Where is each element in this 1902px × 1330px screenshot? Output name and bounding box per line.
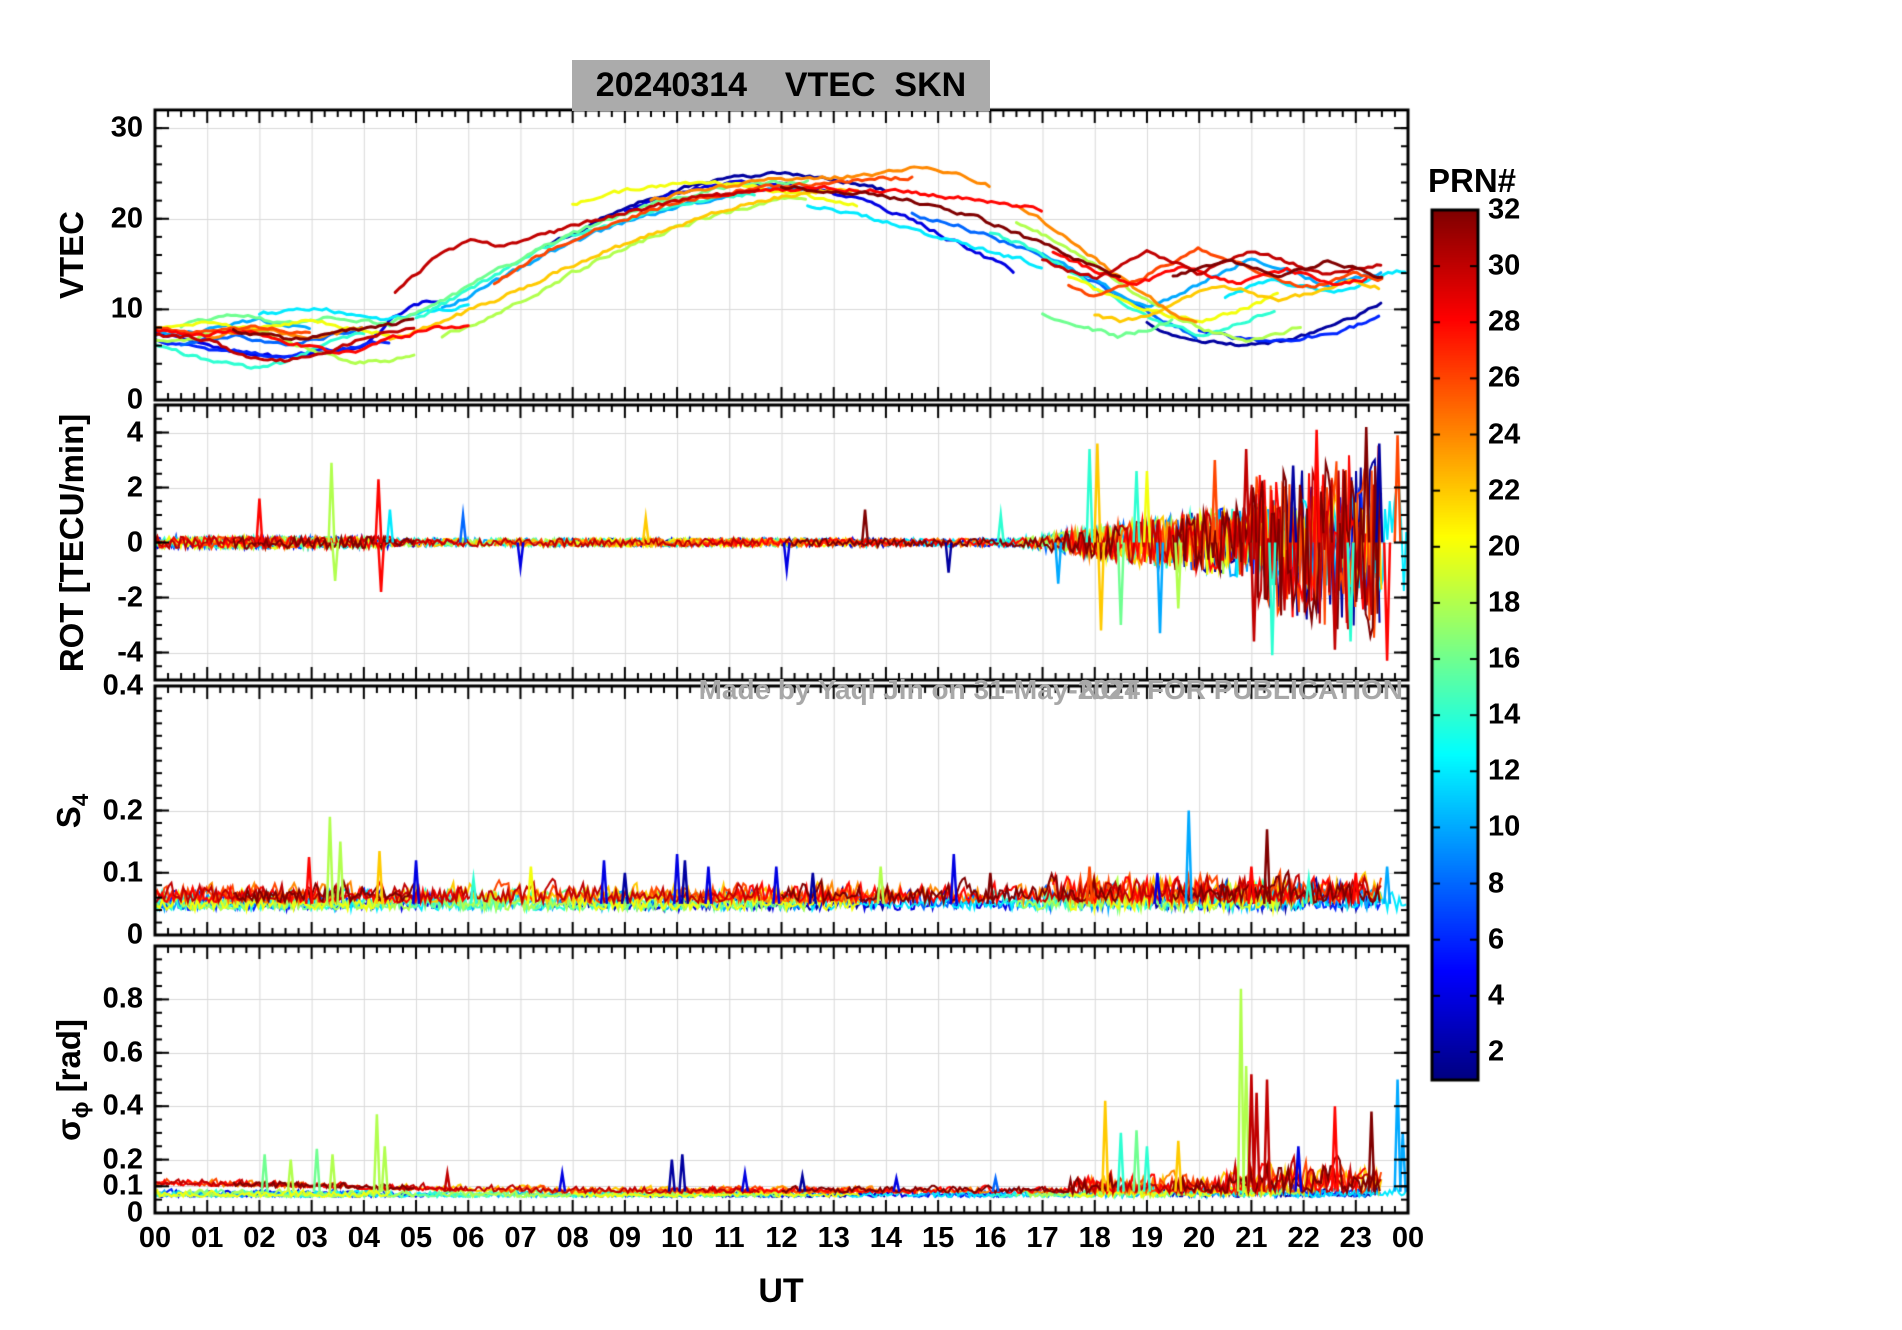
x-tick-label: 00 — [138, 1222, 172, 1254]
vtec-y-tick-label: 20 — [110, 202, 143, 235]
rot-y-tick-label: -4 — [117, 636, 143, 668]
x-tick-label: 19 — [1130, 1222, 1164, 1254]
x-tick-label: 08 — [556, 1222, 589, 1254]
vtec-y-tick-label: 0 — [126, 383, 143, 416]
x-tick-label: 17 — [1026, 1222, 1059, 1254]
sigma_phi-y-tick-label: 0.1 — [102, 1169, 143, 1202]
colorbar-tick-label: 14 — [1488, 698, 1521, 731]
x-axis-label: UT — [758, 1272, 804, 1310]
s4-y-tick-label: 0.1 — [102, 856, 143, 889]
x-tick-label: 14 — [869, 1222, 903, 1254]
x-tick-label: 07 — [504, 1222, 537, 1254]
colorbar-tick-label: 18 — [1488, 586, 1521, 619]
colorbar-tick-label: 12 — [1488, 754, 1521, 787]
vtec-axis-label: VTEC — [53, 210, 90, 300]
sigma_phi-y-tick-label: 0.2 — [102, 1143, 143, 1176]
colorbar-tick-label: 26 — [1488, 361, 1521, 394]
rot-y-tick-label: 0 — [126, 526, 143, 558]
x-tick-label: 16 — [974, 1222, 1007, 1254]
watermark-credit: Made by Yaqi Jin on 31-May-2024 — [698, 674, 1140, 705]
x-tick-label: 03 — [295, 1222, 328, 1254]
rot-y-tick-label: 2 — [126, 471, 143, 503]
x-tick-label: 06 — [452, 1222, 485, 1254]
colorbar-tick-label: 24 — [1488, 418, 1521, 451]
x-tick-label: 12 — [765, 1222, 798, 1254]
watermark-publication-notice: NOT FOR PUBLICATION — [1079, 674, 1403, 705]
sigma_phi-y-tick-label: 0.4 — [102, 1089, 143, 1122]
x-tick-label: 10 — [660, 1222, 694, 1254]
x-tick-label: 09 — [608, 1222, 642, 1254]
x-tick-label: 23 — [1339, 1222, 1372, 1254]
sigma_phi-y-tick-label: 0.8 — [102, 982, 143, 1015]
colorbar-tick-label: 20 — [1488, 530, 1521, 563]
colorbar-tick-label: 2 — [1488, 1035, 1505, 1068]
colorbar-title: PRN# — [1428, 162, 1517, 199]
s4-y-tick-label: 0.2 — [102, 794, 143, 826]
colorbar-tick-label: 30 — [1488, 249, 1521, 282]
sigma_phi-y-tick-label: 0 — [126, 1196, 143, 1229]
colorbar-tick-label: 22 — [1488, 474, 1521, 507]
s4-axis-label: S4 — [50, 793, 93, 828]
x-tick-label: 11 — [713, 1222, 745, 1254]
colorbar-tick-label: 4 — [1488, 979, 1505, 1012]
x-tick-label: 01 — [191, 1222, 224, 1254]
x-tick-label: 04 — [347, 1222, 380, 1254]
x-tick-label: 15 — [921, 1222, 955, 1254]
colorbar-tick-label: 16 — [1488, 642, 1521, 675]
chart-title: 20240314 VTEC SKN — [571, 60, 991, 111]
x-tick-label: 13 — [817, 1222, 850, 1254]
colorbar-tick-label: 10 — [1488, 810, 1521, 843]
sigma_phi-axis-label: σϕ [rad] — [50, 1018, 93, 1141]
colorbar-tick-label: 32 — [1488, 193, 1521, 226]
colorbar-tick-label: 6 — [1488, 923, 1505, 956]
rot-y-tick-label: 4 — [126, 416, 143, 448]
vtec-y-tick-label: 10 — [110, 292, 143, 325]
s4-y-tick-label: 0.4 — [102, 669, 143, 702]
colorbar-tick-label: 28 — [1488, 305, 1521, 338]
x-tick-label: 22 — [1287, 1222, 1320, 1254]
sigma_phi-y-tick-label: 0.6 — [102, 1036, 143, 1069]
rot-y-tick-label: -2 — [117, 581, 143, 613]
x-tick-label: 21 — [1235, 1222, 1268, 1254]
rot-axis-label: ROT [TECU/min] — [53, 413, 90, 672]
x-tick-label: 20 — [1183, 1222, 1216, 1254]
x-tick-label: 05 — [399, 1222, 433, 1254]
s4-y-tick-label: 0 — [126, 918, 143, 951]
x-tick-label: 18 — [1078, 1222, 1111, 1254]
colorbar-tick-label: 8 — [1488, 867, 1505, 900]
vtec-y-tick-label: 30 — [110, 111, 143, 144]
x-tick-label: 02 — [243, 1222, 276, 1254]
x-tick-label: 00 — [1391, 1222, 1425, 1254]
